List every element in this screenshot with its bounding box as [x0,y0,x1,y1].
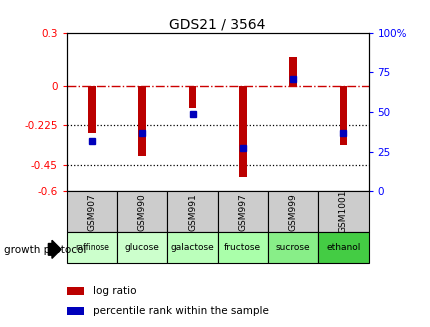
Bar [67,232,117,263]
Text: raffinose: raffinose [75,243,109,252]
Bar [67,191,117,232]
Bar [317,191,368,232]
Bar [267,232,317,263]
Bar [217,232,267,263]
Text: percentile rank within the sample: percentile rank within the sample [93,306,268,316]
Bar [167,232,217,263]
Bar [67,287,84,295]
Text: GSM997: GSM997 [238,193,247,231]
Text: GSM999: GSM999 [288,193,297,231]
Text: GSM907: GSM907 [87,193,96,231]
Text: GSM990: GSM990 [138,193,146,231]
FancyArrow shape [48,240,61,258]
Bar [217,191,267,232]
Text: log ratio: log ratio [93,286,136,296]
Bar [117,232,167,263]
Bar [117,191,167,232]
Bar [289,57,296,86]
Text: fructose: fructose [224,243,261,252]
Text: ethanol: ethanol [326,243,360,252]
Text: GSM991: GSM991 [187,193,197,231]
Text: glucose: glucose [125,243,159,252]
Title: GDS21 / 3564: GDS21 / 3564 [169,18,265,31]
Bar [167,191,217,232]
Bar [317,232,368,263]
Text: galactose: galactose [170,243,214,252]
Text: growth protocol: growth protocol [4,245,86,254]
Bar [88,86,95,133]
Bar [239,86,246,177]
Text: GSM1001: GSM1001 [338,190,347,233]
Bar [67,307,84,315]
Bar [267,191,317,232]
Bar [138,86,146,156]
Text: sucrose: sucrose [275,243,310,252]
Bar [339,86,346,146]
Bar [188,86,196,109]
